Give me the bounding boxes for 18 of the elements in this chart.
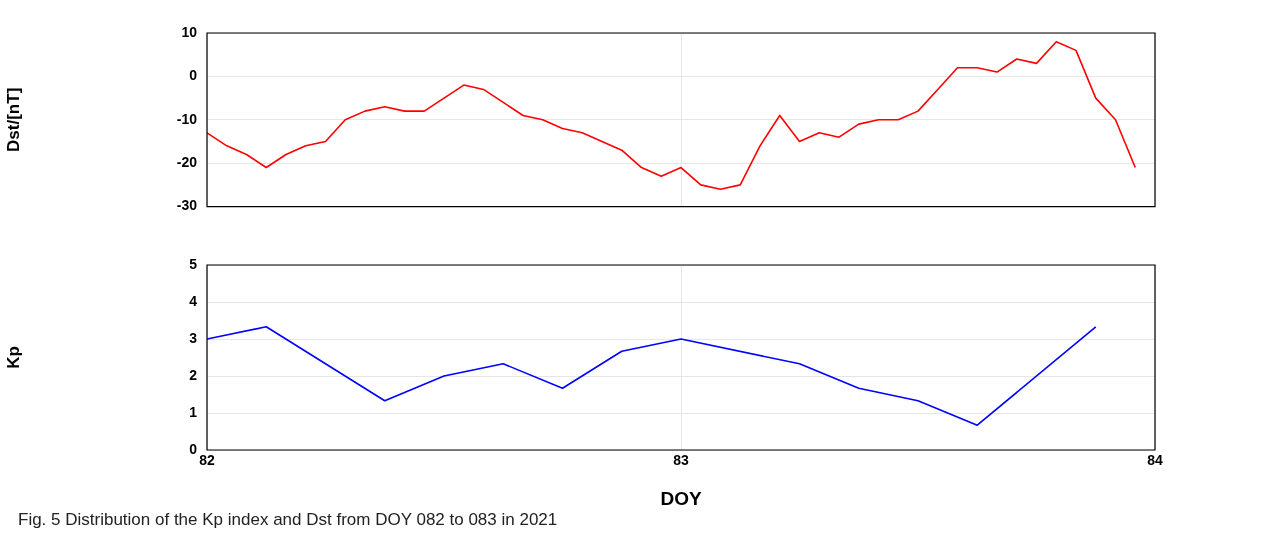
y-tick-label: 3 bbox=[189, 329, 198, 346]
y-tick-label: 4 bbox=[189, 292, 198, 309]
y-tick-label: -20 bbox=[176, 154, 198, 171]
y-tick-label: 0 bbox=[189, 440, 198, 457]
y-tick-label: 2 bbox=[189, 366, 198, 383]
y-tick-label: 0 bbox=[189, 67, 198, 84]
x-tick-label: 82 bbox=[199, 452, 215, 469]
y-tick-label: -30 bbox=[176, 197, 198, 214]
x-tick-label: 84 bbox=[1147, 452, 1163, 469]
y-tick-label: 1 bbox=[189, 403, 198, 420]
y-axis-title: Dst/[nT] bbox=[3, 87, 23, 152]
y-tick-label: -10 bbox=[176, 110, 198, 127]
caption: Fig. 5 Distribution of the Kp index and Dst from DOY 082 to 083 in 2021 bbox=[18, 510, 558, 530]
y-tick-label: 10 bbox=[181, 23, 198, 40]
x-tick-label: 83 bbox=[673, 452, 689, 469]
y-axis-title: Kp bbox=[3, 346, 23, 369]
x-axis-title: DOY bbox=[660, 487, 702, 509]
y-tick-label: 5 bbox=[189, 255, 198, 272]
